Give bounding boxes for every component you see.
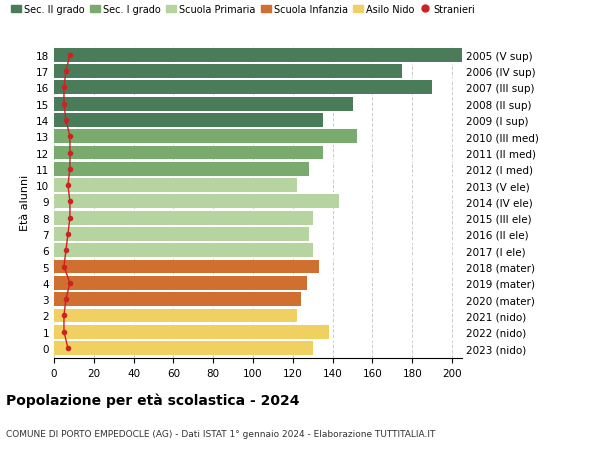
Point [65, 52, 75, 59]
Point [59, 84, 69, 92]
Legend: Sec. II grado, Sec. I grado, Scuola Primaria, Scuola Infanzia, Asilo Nido, Stran: Sec. II grado, Sec. I grado, Scuola Prim… [11, 5, 475, 15]
Point [59, 312, 69, 319]
Bar [54, 114, 323, 128]
Bar [54, 179, 297, 193]
Bar [54, 309, 297, 323]
Bar [54, 65, 402, 79]
Point [65, 166, 75, 173]
Bar [54, 195, 338, 209]
Bar [54, 292, 301, 307]
Point [65, 133, 75, 140]
Bar [54, 81, 432, 95]
Bar [54, 244, 313, 257]
Y-axis label: Età alunni: Età alunni [20, 174, 31, 230]
Bar [54, 276, 307, 290]
Text: COMUNE DI PORTO EMPEDOCLE (AG) - Dati ISTAT 1° gennaio 2024 - Elaborazione TUTTI: COMUNE DI PORTO EMPEDOCLE (AG) - Dati IS… [6, 429, 436, 438]
Bar [54, 146, 323, 160]
Bar [54, 228, 309, 241]
Point [63, 345, 73, 352]
Point [65, 214, 75, 222]
Point [65, 280, 75, 287]
Point [65, 150, 75, 157]
Point [65, 198, 75, 206]
Point [59, 101, 69, 108]
Text: Popolazione per età scolastica - 2024: Popolazione per età scolastica - 2024 [6, 392, 299, 407]
Bar [54, 211, 313, 225]
Point [61, 296, 71, 303]
Bar [54, 341, 313, 355]
Point [59, 263, 69, 271]
Point [63, 231, 73, 238]
Point [63, 182, 73, 190]
Bar [54, 130, 356, 144]
Bar [54, 162, 309, 176]
Bar [54, 49, 462, 62]
Bar [54, 325, 329, 339]
Bar [54, 260, 319, 274]
Bar [54, 97, 353, 112]
Point [61, 247, 71, 254]
Point [59, 328, 69, 336]
Point [61, 68, 71, 76]
Point [61, 117, 71, 124]
